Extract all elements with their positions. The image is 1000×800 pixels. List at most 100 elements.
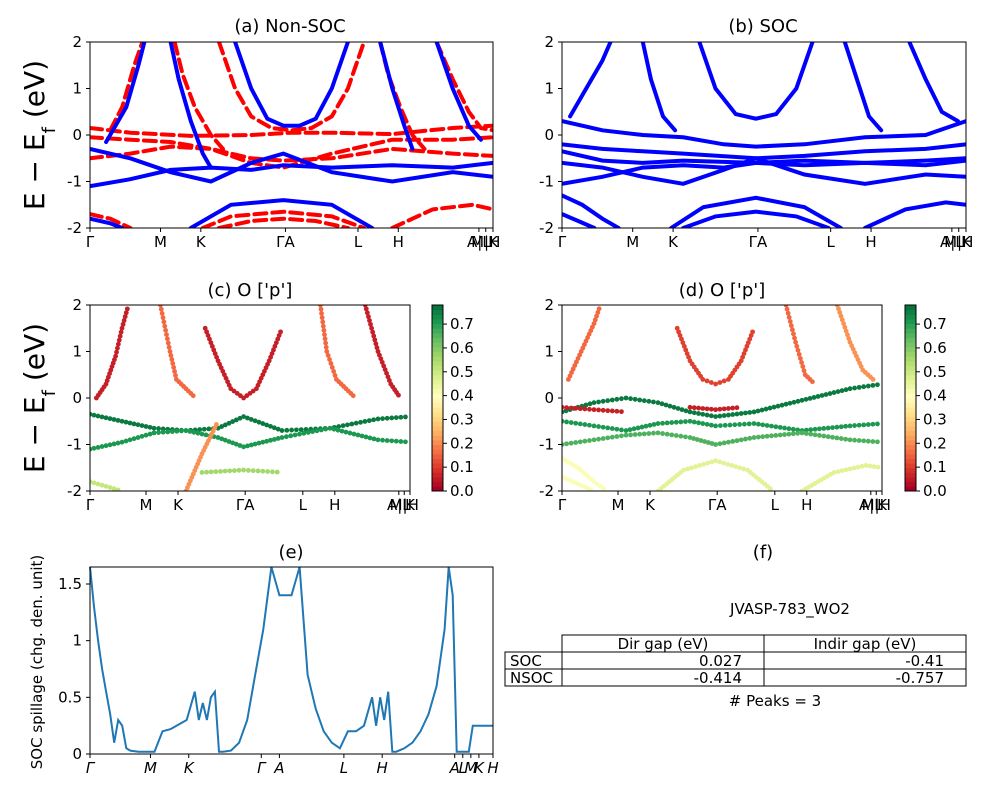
band-point-d xyxy=(659,401,665,407)
band-point-c xyxy=(218,468,223,474)
band-point-c xyxy=(255,468,261,474)
band-point-d xyxy=(713,458,718,464)
band-point-d xyxy=(755,408,761,414)
band-point-c xyxy=(314,428,320,434)
band-point-d xyxy=(614,408,620,414)
colorbar-d-segment xyxy=(905,449,916,455)
band-point-d xyxy=(696,405,701,411)
band-point-c xyxy=(298,427,304,433)
band-point-d xyxy=(725,461,730,467)
band-point-c xyxy=(248,416,254,422)
colorbar-d-segment xyxy=(905,374,916,380)
band-point-d xyxy=(717,406,723,412)
band-point-d xyxy=(687,404,693,410)
band-point-d xyxy=(865,383,871,389)
band-point-c xyxy=(113,353,118,359)
band-point-d xyxy=(875,439,880,445)
band-point-d xyxy=(646,398,652,404)
band-point-c xyxy=(269,351,275,356)
band-point-c xyxy=(114,349,119,355)
colorbar-d-segment xyxy=(905,407,916,413)
band-point-d xyxy=(587,438,592,443)
band-point-d xyxy=(568,420,574,425)
band-point-d xyxy=(863,463,869,468)
band-point-d xyxy=(709,459,714,465)
band-point-c xyxy=(271,347,276,353)
band-point-c xyxy=(199,470,205,475)
band-point-d xyxy=(587,406,592,412)
panel-c-frame xyxy=(89,304,411,492)
band-point-c xyxy=(139,423,145,429)
band-point-c xyxy=(358,419,363,425)
colorbar-d-label: 0.6 xyxy=(923,339,947,357)
band-point-c xyxy=(264,422,270,428)
band-point-d xyxy=(577,421,583,427)
band-line-a-1 xyxy=(90,135,493,170)
band-point-c xyxy=(284,427,290,433)
colorbar-c-segment xyxy=(432,388,443,394)
band-point-d xyxy=(681,343,687,349)
band-point-c xyxy=(209,343,215,349)
band-point-d xyxy=(678,419,684,425)
colorbar-c-label: 0.6 xyxy=(450,339,474,357)
panel-e-xtick-label: L xyxy=(459,759,467,777)
band-point-d xyxy=(871,464,877,469)
band-point-d xyxy=(839,317,845,323)
table-row-nsoc xyxy=(504,668,967,687)
band-point-d xyxy=(588,487,594,491)
band-point-d xyxy=(591,437,597,443)
band-point-c xyxy=(191,429,197,435)
band-point-d xyxy=(673,419,679,425)
band-point-c xyxy=(350,393,356,399)
band-point-c xyxy=(187,429,193,434)
band-point-c xyxy=(162,323,168,329)
band-point-d xyxy=(856,438,862,443)
panel-b-ytick-label: -1 xyxy=(539,173,554,191)
band-point-c xyxy=(197,427,203,432)
colorbar-c-segment xyxy=(432,398,443,404)
material-id: JVASP-783_WO2 xyxy=(729,600,850,619)
panel-e-xtick-label: H xyxy=(377,759,388,777)
band-point-d xyxy=(591,400,597,406)
band-point-d xyxy=(637,397,643,403)
band-point-c xyxy=(120,321,126,327)
band-point-c xyxy=(246,467,251,473)
colorbar-d-segment xyxy=(905,365,916,371)
band-point-c xyxy=(266,358,272,364)
band-point-d xyxy=(664,431,670,437)
band-point-c xyxy=(301,430,307,436)
colorbar-c-segment xyxy=(432,370,443,376)
band-point-c xyxy=(371,417,377,423)
panel-b-xtick-label: Γ xyxy=(558,233,567,251)
panel-b-xtick-label: ΓA xyxy=(749,233,768,251)
colorbar-c-label: 0.4 xyxy=(450,387,474,405)
panel-d-ytick-label: -2 xyxy=(539,482,554,500)
band-point-d xyxy=(726,406,731,411)
band-point-c xyxy=(131,436,137,442)
band-point-d xyxy=(764,433,770,439)
band-point-d xyxy=(705,460,710,466)
band-point-c xyxy=(256,419,262,425)
colorbar-c-segment xyxy=(432,318,443,325)
band-point-d xyxy=(700,406,706,411)
band-line-b-0 xyxy=(562,119,966,149)
band-point-c xyxy=(373,341,379,347)
colorbar-c-segment xyxy=(432,425,443,432)
band-point-c xyxy=(119,439,125,445)
band-point-d xyxy=(838,313,844,319)
band-point-d xyxy=(795,398,801,404)
band-point-c xyxy=(172,369,177,374)
band-point-c xyxy=(384,415,390,421)
band-point-c xyxy=(403,414,408,420)
band-point-c xyxy=(256,440,262,446)
panel-a-xtick-label: A|L xyxy=(467,233,491,251)
band-point-d xyxy=(562,442,565,447)
band-point-c xyxy=(380,437,385,443)
colorbar-c-frame xyxy=(431,304,444,492)
band-point-c xyxy=(369,325,374,331)
band-point-d xyxy=(679,336,684,342)
band-point-d xyxy=(697,463,702,468)
band-point-c xyxy=(95,481,101,487)
band-point-d xyxy=(655,421,661,426)
colorbar-c-segment xyxy=(432,435,443,441)
